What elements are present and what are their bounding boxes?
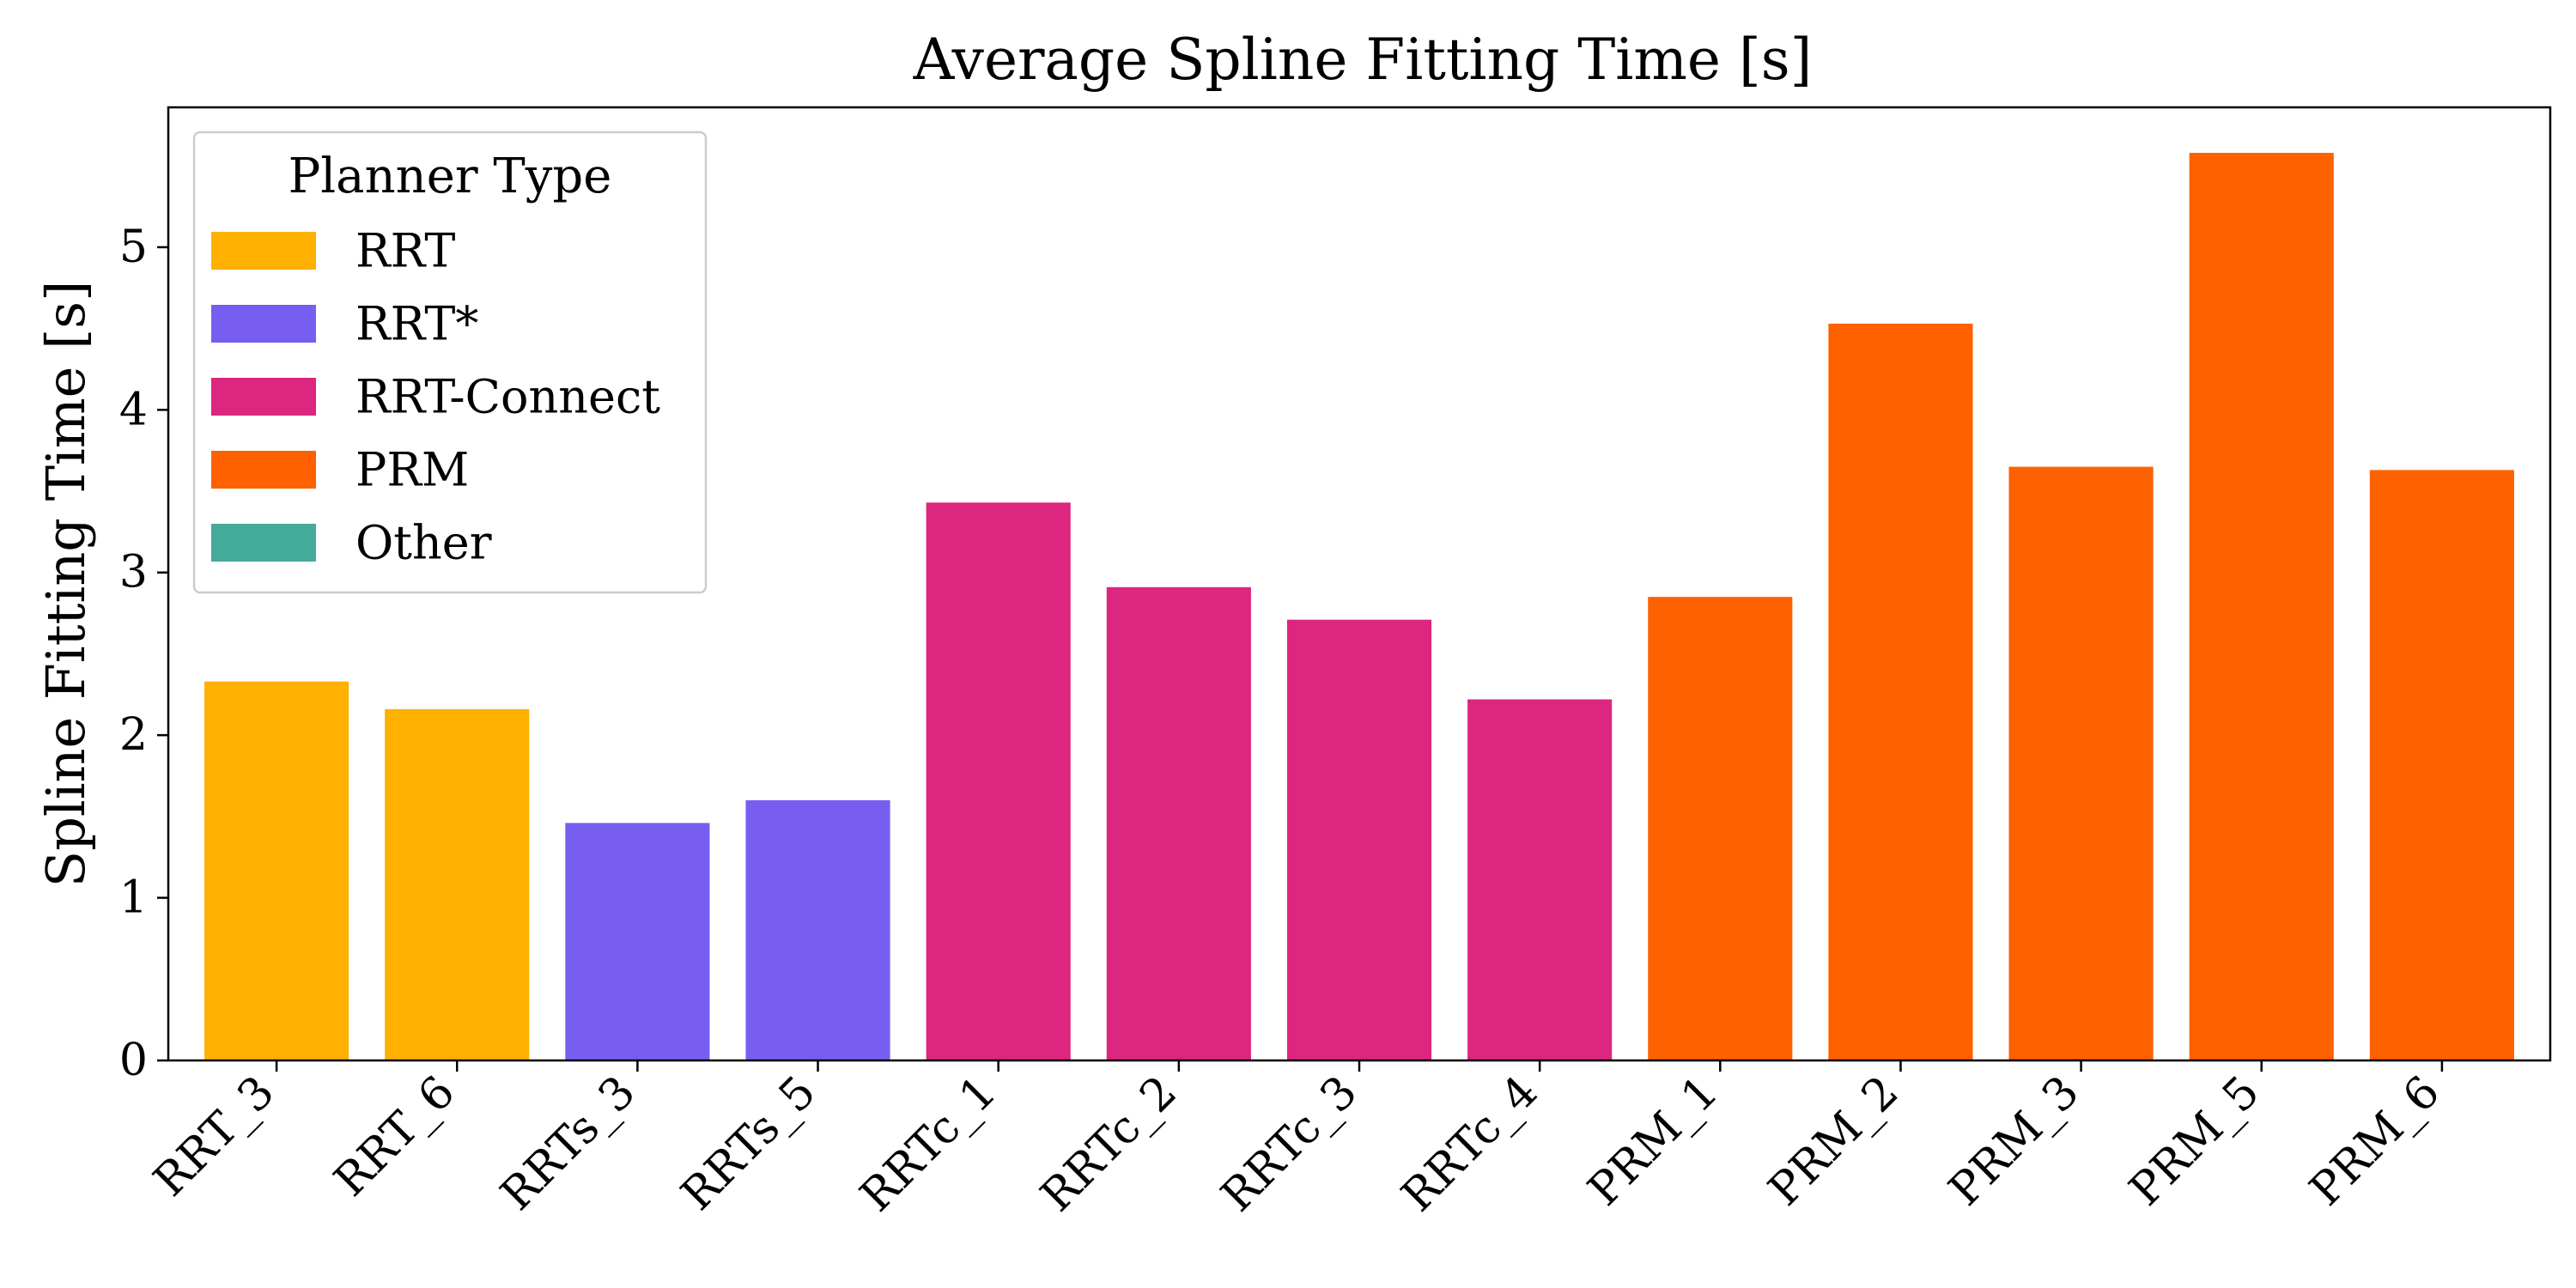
legend-swatch: [211, 451, 316, 489]
bars-layer: [204, 153, 2514, 1060]
bar-RRT_6: [385, 708, 530, 1060]
legend-entry: RRT: [211, 224, 455, 278]
x-tick-label: RRTc_2: [1031, 1066, 1187, 1222]
legend-swatch: [211, 232, 316, 270]
legend-title: Planner Type: [289, 149, 612, 204]
legend-entry: RRT-Connect: [211, 370, 660, 424]
y-tick-label: 4: [119, 384, 148, 435]
bar-PRM_2: [1828, 323, 1973, 1060]
plot-frame: [167, 106, 2552, 1062]
legend-label: PRM: [355, 443, 469, 497]
bar-PRM_6: [2369, 470, 2514, 1060]
y-tick-label: 1: [119, 872, 148, 924]
legend: Planner Type RRT RRT* RRT-Connect PRM Other: [192, 131, 708, 594]
bar-RRTc_4: [1467, 699, 1613, 1060]
x-tick-label: RRTc_4: [1392, 1066, 1547, 1222]
x-tick-label: PRM_3: [1940, 1066, 2089, 1216]
x-tick-label: PRM_1: [1578, 1066, 1728, 1216]
legend-frame: [192, 131, 708, 594]
bar-PRM_3: [2008, 466, 2154, 1060]
x-tick-label: PRM_5: [2120, 1066, 2269, 1216]
legend-label: RRT-Connect: [355, 370, 660, 424]
bar-RRT_3: [204, 681, 349, 1060]
legend-entry: RRT*: [211, 297, 478, 351]
legend-swatch: [211, 305, 316, 343]
legend-entry: PRM: [211, 443, 469, 497]
x-tick-label: RRTc_1: [851, 1066, 1006, 1222]
legend-swatch: [211, 524, 316, 562]
x-ticks-layer: RRT_3 RRT_6 RRTs_3 RRTs_5 RRTc_1 RRTc_2 RRTc_3…: [144, 1060, 2450, 1222]
x-tick-label: PRM_6: [2300, 1066, 2450, 1216]
x-tick-label: RRT_3: [144, 1066, 284, 1206]
y-tick-label: 2: [119, 709, 148, 761]
legend-entry: Other: [211, 516, 492, 570]
bar-RRTs_3: [565, 823, 710, 1060]
x-tick-label: RRTc_3: [1212, 1066, 1367, 1222]
bar-RRTc_3: [1286, 619, 1432, 1060]
x-tick-label: RRTs_3: [491, 1066, 646, 1221]
legend-label: Other: [355, 516, 492, 570]
bar-PRM_5: [2189, 153, 2334, 1060]
bar-RRTs_5: [745, 799, 890, 1060]
bar-RRTc_1: [926, 502, 1071, 1060]
bar-PRM_1: [1648, 597, 1793, 1060]
x-tick-label: PRM_2: [1759, 1066, 1908, 1216]
y-tick-label: 0: [119, 1035, 148, 1086]
x-tick-label: RRT_6: [325, 1066, 465, 1206]
y-axis-label: Spline Fitting Time [s]: [34, 281, 97, 888]
legend-swatch: [211, 378, 316, 416]
x-tick-label: RRTs_5: [671, 1066, 826, 1221]
y-tick-label: 5: [119, 222, 148, 273]
legend-label: RRT*: [355, 297, 478, 351]
chart-title: Average Spline Fitting Time [s]: [913, 27, 1813, 93]
y-tick-label: 3: [119, 547, 148, 598]
y-ticks-layer: 0 1 2 3 4 5: [119, 222, 168, 1086]
bar-RRTc_2: [1106, 586, 1251, 1060]
legend-entries: RRT RRT* RRT-Connect PRM Other: [211, 224, 660, 570]
legend-label: RRT: [355, 224, 455, 278]
